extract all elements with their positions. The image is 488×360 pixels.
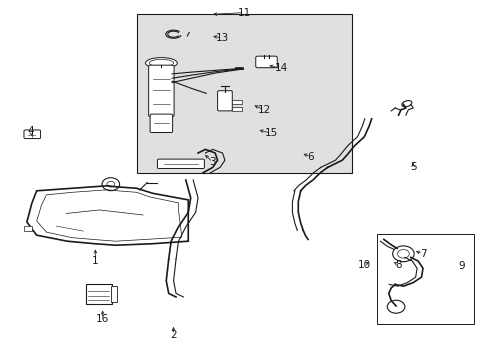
FancyBboxPatch shape (217, 91, 232, 111)
FancyBboxPatch shape (150, 114, 172, 132)
Text: 2: 2 (170, 330, 177, 340)
FancyBboxPatch shape (157, 159, 204, 168)
Text: 3: 3 (209, 157, 216, 167)
Bar (232, 100, 242, 104)
Text: 11: 11 (237, 8, 251, 18)
Bar (376, 234, 473, 324)
Text: 4: 4 (27, 126, 34, 136)
Bar (24, 226, 32, 231)
Bar (137, 14, 351, 173)
Text: 6: 6 (306, 152, 313, 162)
FancyBboxPatch shape (111, 286, 117, 302)
Bar (232, 107, 242, 111)
Text: 1: 1 (92, 256, 99, 266)
FancyBboxPatch shape (24, 130, 41, 139)
FancyBboxPatch shape (255, 56, 277, 68)
Ellipse shape (145, 58, 177, 68)
Text: 15: 15 (264, 128, 278, 138)
Text: 8: 8 (394, 260, 401, 270)
Ellipse shape (149, 59, 173, 67)
Text: 5: 5 (409, 162, 416, 172)
Text: 7: 7 (419, 249, 426, 259)
Text: 12: 12 (257, 105, 270, 115)
Text: 13: 13 (215, 33, 229, 43)
Text: 9: 9 (458, 261, 465, 271)
Text: 14: 14 (274, 63, 287, 73)
Text: 16: 16 (96, 314, 109, 324)
FancyBboxPatch shape (148, 65, 174, 117)
Text: 10: 10 (357, 260, 370, 270)
FancyBboxPatch shape (85, 284, 112, 304)
